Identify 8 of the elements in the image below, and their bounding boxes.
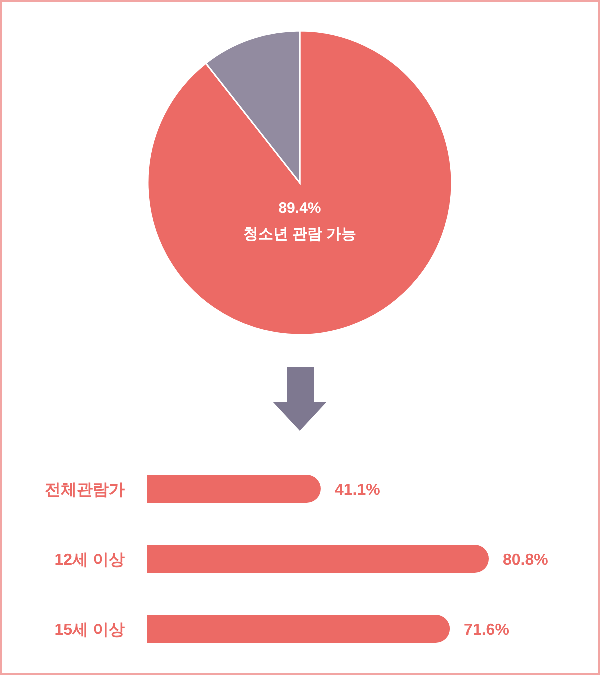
y-tick-label: 전체관람가 — [45, 482, 125, 499]
slice-label: 청소년 관람 가능 — [243, 226, 357, 243]
y-tick-label: 15세 이상 — [54, 622, 125, 639]
data-label: 71.6% — [464, 622, 510, 639]
data-label: 80.8% — [503, 552, 548, 569]
y-tick-label: 12세 이상 — [54, 552, 125, 569]
data-label: 89.4% — [278, 200, 322, 217]
data-label: 41.1% — [334, 482, 380, 499]
